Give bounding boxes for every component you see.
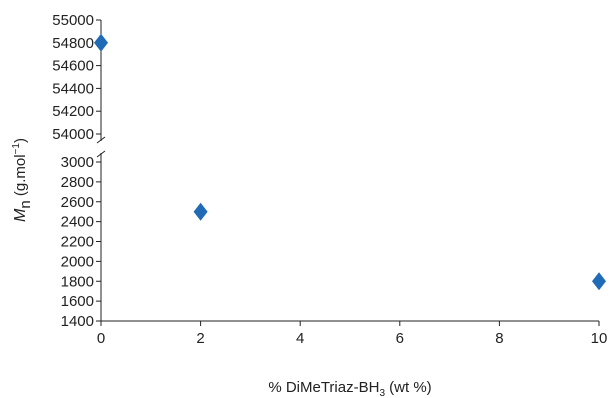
- y-tick-label: 2600: [61, 194, 94, 211]
- y-axis-title: Mn (g.mol−1): [11, 138, 34, 222]
- axes: [96, 20, 599, 322]
- x-tick-label: 10: [591, 330, 608, 347]
- x-tick-label: 0: [97, 330, 105, 347]
- y-axis-break-mark: [96, 136, 106, 144]
- y-axis-unit-close: ): [12, 138, 29, 143]
- y-tick-label: 54800: [52, 35, 94, 52]
- data-point-diamond: [592, 272, 606, 291]
- y-tick-label: 3000: [61, 154, 94, 171]
- y-axis-unit-superscript: −1: [11, 143, 22, 155]
- x-tick-label: 8: [495, 330, 503, 347]
- axis-ticks: 54000 54200 54400 54600 54800 55000 1400 1600 18…: [52, 12, 607, 347]
- x-tick-label: 6: [396, 330, 404, 347]
- x-axis-title-suffix: (wt %): [385, 379, 432, 396]
- y-tick-label: 54200: [52, 103, 94, 120]
- y-tick-label: 54600: [52, 58, 94, 75]
- y-axis-unit: (g.mol: [12, 154, 29, 200]
- y-tick-label: 54000: [52, 126, 94, 143]
- x-axis-title: % DiMeTriaz-BH3 (wt %): [268, 379, 431, 398]
- x-axis-title-subscript: 3: [379, 388, 385, 398]
- y-tick-label: 1600: [61, 293, 94, 310]
- x-tick-label: 2: [196, 330, 204, 347]
- y-axis-break-mark: [96, 150, 106, 158]
- data-point-diamond: [94, 33, 108, 52]
- y-axis-symbol: M: [12, 208, 29, 222]
- y-tick-label: 2200: [61, 234, 94, 251]
- data-point-diamond: [193, 202, 208, 221]
- x-axis-title-prefix: % DiMeTriaz-BH: [268, 379, 379, 396]
- y-tick-label: 2400: [61, 214, 94, 231]
- y-tick-label: 54400: [52, 80, 94, 97]
- y-tick-label: 55000: [52, 12, 94, 29]
- y-tick-label: 1800: [61, 273, 94, 290]
- x-tick-label: 4: [296, 330, 304, 347]
- y-tick-label: 2800: [61, 174, 94, 191]
- y-tick-label: 2000: [61, 253, 94, 270]
- y-tick-label: 1400: [61, 313, 94, 330]
- y-axis-symbol-subscript: n: [17, 200, 34, 208]
- data-markers: [94, 33, 606, 291]
